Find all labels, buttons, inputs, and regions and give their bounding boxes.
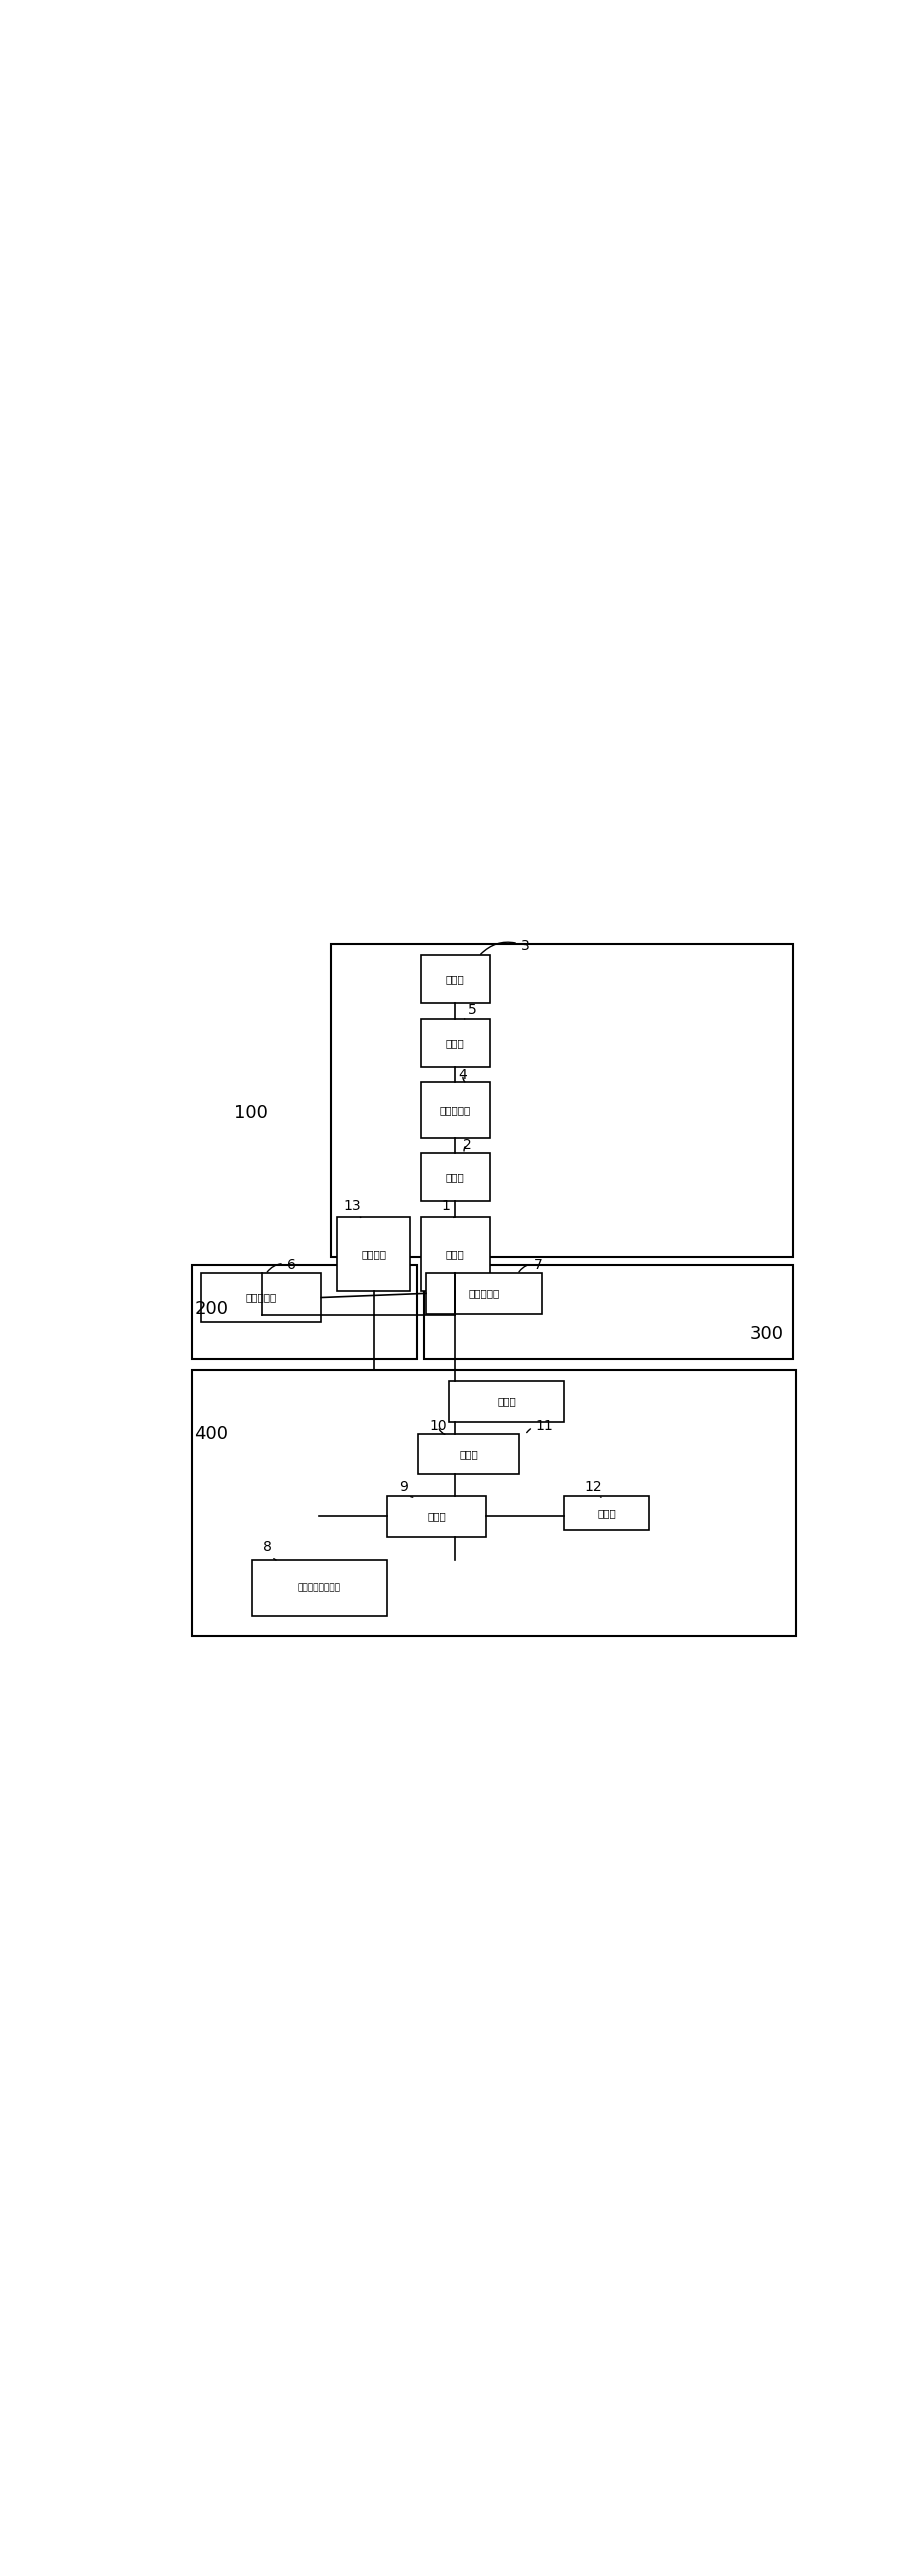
Text: 200: 200 [194,1300,228,1318]
Text: 冷却风机: 冷却风机 [361,1249,386,1260]
Bar [564,1498,649,1531]
Bar [252,1559,387,1615]
Bar [331,945,792,1257]
Text: 4: 4 [458,1068,468,1083]
Text: 变压器: 变压器 [427,1510,447,1521]
Text: 2: 2 [463,1137,471,1152]
Text: 调节器: 调节器 [597,1508,616,1518]
Bar [418,1434,519,1475]
Text: 8: 8 [264,1541,276,1559]
Text: 制冷管: 制冷管 [446,975,465,983]
Bar [425,1272,543,1313]
Text: 冷媒器: 冷媒器 [446,1172,465,1183]
Text: 变频器: 变频器 [459,1449,478,1459]
Text: 13: 13 [343,1201,361,1219]
Bar [449,1382,564,1421]
Text: 10: 10 [429,1418,447,1434]
Text: 12: 12 [585,1480,602,1498]
Text: 智能温控器: 智能温控器 [468,1288,500,1298]
Bar [425,1265,792,1359]
Text: 5: 5 [465,1004,477,1019]
Text: 400: 400 [194,1426,228,1444]
Bar [192,1265,416,1359]
Text: 温度传感器: 温度传感器 [245,1293,277,1303]
Bar [421,955,490,1004]
Text: 1: 1 [442,1201,454,1219]
Bar [421,1216,490,1290]
Bar [201,1272,321,1321]
Text: 小型风力发电机组: 小型风力发电机组 [298,1582,341,1592]
Bar [337,1216,411,1290]
Bar [421,1083,490,1137]
Text: 11: 11 [527,1418,554,1434]
Text: 电度表: 电度表 [497,1398,516,1405]
Text: 3: 3 [480,940,530,955]
Bar [421,1019,490,1068]
Text: 9: 9 [399,1480,413,1498]
Text: 干燥过滤器: 干燥过滤器 [440,1106,471,1116]
Text: 毛细管: 毛细管 [446,1037,465,1047]
Text: 300: 300 [750,1326,784,1344]
Text: 6: 6 [267,1257,296,1272]
Bar [421,1152,490,1201]
Text: 100: 100 [234,1103,268,1121]
Text: 7: 7 [519,1257,543,1272]
Bar [192,1370,796,1636]
Text: 压缩机: 压缩机 [446,1249,465,1260]
Bar [387,1498,487,1536]
